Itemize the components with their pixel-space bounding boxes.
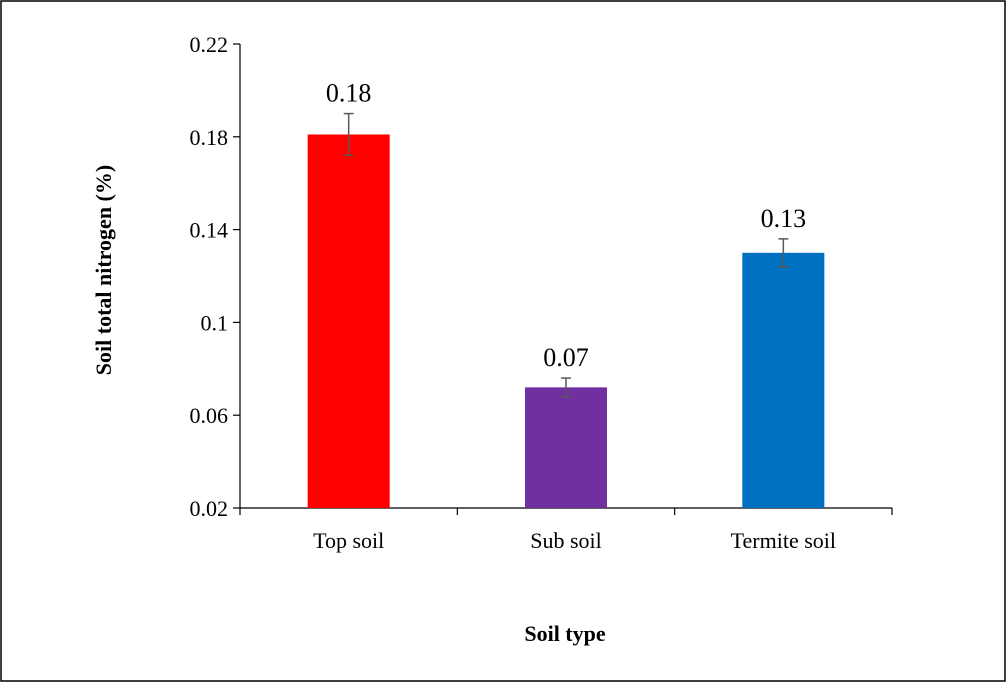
y-axis-title: Soil total nitrogen (%) (91, 165, 116, 375)
y-tick-label: 0.1 (201, 310, 229, 335)
x-category-label: Top soil (313, 528, 384, 553)
x-category-label: Termite soil (731, 528, 836, 553)
data-label: 0.07 (543, 343, 589, 372)
plot-area: 0.02 0.06 0.1 0.14 0.18 0.22 0.18 Top soil 0.07 S… (190, 32, 893, 553)
bar (742, 252, 825, 508)
bar (307, 134, 390, 509)
y-tick-label: 0.06 (190, 403, 229, 428)
x-axis-title: Soil type (524, 621, 606, 646)
data-label: 0.13 (761, 204, 807, 233)
x-category-label: Sub soil (530, 528, 602, 553)
data-label: 0.18 (326, 79, 372, 108)
y-tick-label: 0.14 (190, 218, 229, 243)
y-tick-label: 0.02 (190, 496, 229, 521)
bar (525, 387, 607, 508)
y-tick-label: 0.22 (190, 32, 229, 57)
y-tick-label: 0.18 (190, 125, 229, 150)
